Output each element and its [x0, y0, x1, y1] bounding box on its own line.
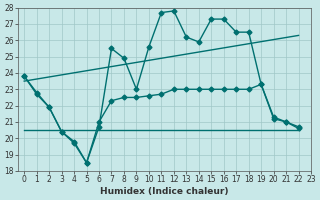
X-axis label: Humidex (Indice chaleur): Humidex (Indice chaleur) — [100, 187, 229, 196]
